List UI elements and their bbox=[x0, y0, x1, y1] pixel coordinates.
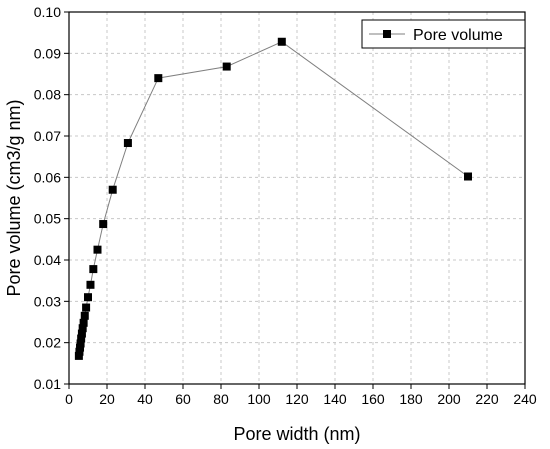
y-tick-label: 0.09 bbox=[34, 45, 61, 61]
x-tick-label: 20 bbox=[99, 391, 115, 407]
x-tick-label: 120 bbox=[285, 391, 309, 407]
series-line bbox=[78, 41, 469, 356]
data-point bbox=[108, 185, 117, 194]
data-point bbox=[84, 293, 92, 302]
y-tick-label: 0.06 bbox=[34, 169, 61, 185]
x-tick-label: 40 bbox=[137, 391, 153, 407]
data-point bbox=[86, 280, 95, 289]
data-point bbox=[464, 172, 472, 181]
data-point bbox=[76, 343, 85, 352]
y-tick-label: 0.07 bbox=[34, 128, 61, 144]
data-point bbox=[99, 220, 108, 229]
data-point bbox=[82, 303, 91, 312]
legend: Pore volume bbox=[361, 19, 526, 49]
data-point bbox=[154, 74, 163, 83]
data-point bbox=[79, 318, 88, 327]
y-axis-title: Pore volume (cm3/g nm) bbox=[4, 99, 24, 296]
legend-marker bbox=[383, 30, 391, 38]
data-point bbox=[123, 139, 132, 148]
x-tick-label: 200 bbox=[437, 391, 461, 407]
y-tick-label: 0.04 bbox=[34, 252, 61, 268]
data-point bbox=[76, 339, 85, 348]
data-point bbox=[78, 324, 87, 333]
data-point bbox=[89, 265, 98, 274]
y-tick-label: 0.02 bbox=[34, 335, 61, 351]
x-tick-label: 220 bbox=[475, 391, 499, 407]
x-tick-label: 100 bbox=[247, 391, 271, 407]
x-tick-label: 180 bbox=[399, 391, 423, 407]
y-tick-label: 0.01 bbox=[34, 376, 61, 392]
data-point bbox=[80, 311, 89, 320]
y-tick-label: 0.05 bbox=[34, 211, 61, 227]
data-point bbox=[75, 347, 84, 356]
data-point bbox=[77, 334, 86, 343]
legend-label: Pore volume bbox=[413, 27, 503, 44]
x-tick-label: 60 bbox=[175, 391, 191, 407]
data-point bbox=[277, 37, 286, 46]
data-point bbox=[222, 62, 231, 71]
y-tick-label: 0.08 bbox=[34, 87, 61, 103]
x-tick-label: 80 bbox=[213, 391, 229, 407]
x-tick-label: 0 bbox=[65, 391, 73, 407]
x-tick-label: 160 bbox=[361, 391, 385, 407]
grid-lines bbox=[69, 12, 525, 384]
x-tick-label: 240 bbox=[513, 391, 537, 407]
y-tick-label: 0.03 bbox=[34, 293, 61, 309]
data-point bbox=[77, 329, 86, 338]
axis-ticks: 0 20 40 60 80 100 120 140 160 180 200 220 240 0.01 0.0… bbox=[34, 4, 537, 407]
x-tick-label: 140 bbox=[323, 391, 347, 407]
y-tick-label: 0.10 bbox=[34, 4, 61, 20]
x-axis-title: Pore width (nm) bbox=[233, 424, 360, 444]
data-point bbox=[93, 245, 102, 254]
series-layer bbox=[74, 37, 472, 360]
data-point bbox=[74, 351, 83, 360]
